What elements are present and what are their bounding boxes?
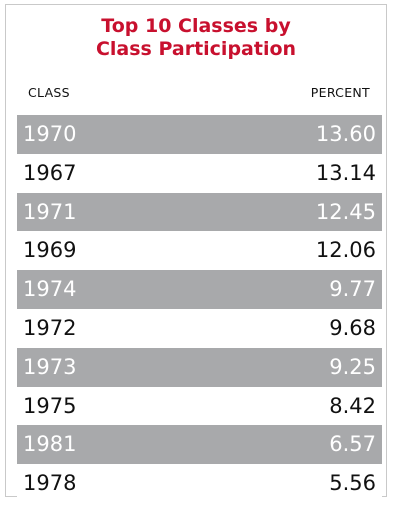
cell-class: 1981 bbox=[23, 432, 77, 457]
table-title-line-1: Top 10 Classes by bbox=[101, 15, 291, 37]
table-row: 1972 9.68 bbox=[17, 308, 382, 348]
cell-percent: 13.14 bbox=[315, 160, 376, 185]
table-row: 1970 13.60 bbox=[17, 115, 382, 154]
table-row: 1974 9.77 bbox=[17, 270, 382, 309]
cell-class: 1972 bbox=[23, 315, 77, 340]
cell-percent: 5.56 bbox=[329, 471, 376, 496]
cell-class: 1969 bbox=[23, 238, 77, 263]
cell-percent: 9.68 bbox=[329, 315, 376, 340]
cell-class: 1975 bbox=[23, 393, 77, 418]
column-header-class: CLASS bbox=[28, 85, 70, 100]
table-title-line-2: Class Participation bbox=[95, 38, 297, 60]
cell-class: 1978 bbox=[23, 471, 77, 496]
cell-percent: 9.25 bbox=[329, 354, 376, 379]
table-row: 1967 13.14 bbox=[17, 153, 382, 193]
cell-percent: 6.57 bbox=[329, 432, 376, 457]
cell-percent: 12.45 bbox=[315, 199, 376, 224]
table-body: 1970 13.60 1967 13.14 1971 12.45 1969 12.06 1974… bbox=[17, 115, 382, 503]
table-row: 1978 5.56 bbox=[17, 464, 382, 503]
cell-percent: 9.77 bbox=[329, 277, 376, 302]
cell-percent: 13.60 bbox=[315, 122, 376, 146]
cell-class: 1971 bbox=[23, 199, 77, 224]
cell-percent: 12.06 bbox=[315, 238, 376, 263]
cell-class: 1973 bbox=[23, 354, 77, 379]
cell-class: 1967 bbox=[23, 160, 77, 185]
table-panel: Top 10 Classes by Class Participation CL… bbox=[5, 4, 387, 503]
table-row: 1975 8.42 bbox=[17, 386, 382, 426]
table-title: Top 10 Classes by Class Participation bbox=[6, 15, 386, 61]
cell-percent: 8.42 bbox=[329, 393, 376, 418]
cell-class: 1974 bbox=[23, 277, 77, 302]
column-header-percent: PERCENT bbox=[310, 85, 370, 100]
table-row: 1973 9.25 bbox=[17, 347, 382, 387]
table-row: 1969 12.06 bbox=[17, 231, 382, 271]
cell-class: 1970 bbox=[23, 122, 77, 146]
table-row: 1981 6.57 bbox=[17, 425, 382, 465]
table-row: 1971 12.45 bbox=[17, 192, 382, 232]
